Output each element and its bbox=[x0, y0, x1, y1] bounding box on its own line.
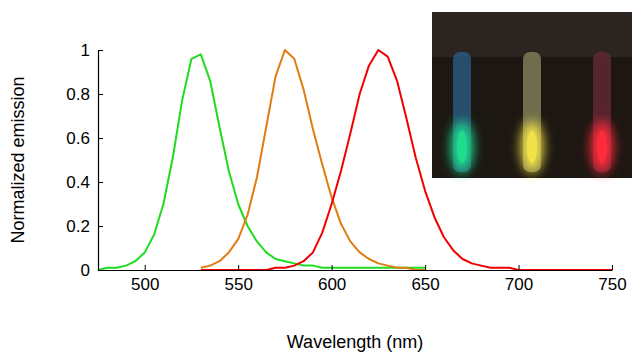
x-tick-label: 750 bbox=[598, 275, 626, 294]
y-tick-label: 0.6 bbox=[66, 129, 90, 148]
y-axis: 0 0.2 0.4 0.6 0.8 1 bbox=[66, 41, 103, 280]
y-tick-mark bbox=[98, 138, 103, 139]
y-axis-line bbox=[98, 51, 99, 271]
y-tick-mark bbox=[98, 226, 103, 227]
emission-line bbox=[201, 50, 425, 270]
inset-photo bbox=[432, 12, 632, 178]
inset-glow-core bbox=[527, 131, 537, 163]
inset-glow-core bbox=[597, 131, 607, 163]
y-tick: 0.2 bbox=[66, 217, 103, 236]
y-tick: 0 bbox=[81, 261, 103, 280]
inset-glow-core bbox=[457, 131, 467, 163]
y-axis-title: Normalized emission bbox=[8, 76, 28, 243]
y-tick: 0.4 bbox=[66, 173, 103, 192]
inset-background bbox=[432, 12, 632, 178]
inset-shade bbox=[432, 12, 632, 57]
y-tick: 0.6 bbox=[66, 129, 103, 148]
x-tick: 550 bbox=[224, 265, 252, 294]
y-tick-label: 0 bbox=[81, 261, 90, 280]
emission-line bbox=[98, 54, 425, 270]
x-tick-label: 500 bbox=[131, 275, 159, 294]
x-tick-label: 550 bbox=[224, 275, 252, 294]
x-tick-mark bbox=[425, 265, 426, 270]
y-tick: 1 bbox=[81, 41, 103, 60]
inset-glow bbox=[451, 121, 473, 173]
x-tick: 600 bbox=[318, 265, 346, 294]
y-tick-label: 1 bbox=[81, 41, 90, 60]
x-tick-label: 650 bbox=[411, 275, 439, 294]
x-axis-title: Wavelength (nm) bbox=[287, 332, 423, 352]
x-tick-mark bbox=[145, 265, 146, 270]
y-tick: 0.8 bbox=[66, 85, 103, 104]
y-tick-label: 0.2 bbox=[66, 217, 90, 236]
x-tick-mark bbox=[238, 265, 239, 270]
x-tick-label: 600 bbox=[318, 275, 346, 294]
x-tick-label: 700 bbox=[505, 275, 533, 294]
inset-glow bbox=[521, 121, 543, 173]
chart: 500 550 600 650 700 750 0 0.2 0.4 0.6 0.8 1 Waveleng… bbox=[0, 0, 638, 359]
x-tick-mark bbox=[612, 265, 613, 270]
x-tick: 500 bbox=[131, 265, 159, 294]
x-tick-mark bbox=[519, 265, 520, 270]
x-tick: 650 bbox=[411, 265, 439, 294]
x-axis-line bbox=[99, 270, 613, 271]
y-tick-mark bbox=[98, 50, 103, 51]
y-tick-label: 0.4 bbox=[66, 173, 90, 192]
y-tick-mark bbox=[98, 94, 103, 95]
x-tick: 700 bbox=[505, 265, 533, 294]
y-tick-label: 0.8 bbox=[66, 85, 90, 104]
y-tick-mark bbox=[98, 270, 103, 271]
inset-glow bbox=[591, 121, 613, 173]
lines bbox=[98, 50, 612, 270]
x-tick-mark bbox=[332, 265, 333, 270]
y-tick-mark bbox=[98, 182, 103, 183]
x-tick: 750 bbox=[598, 265, 626, 294]
x-axis: 500 550 600 650 700 750 bbox=[99, 265, 627, 294]
